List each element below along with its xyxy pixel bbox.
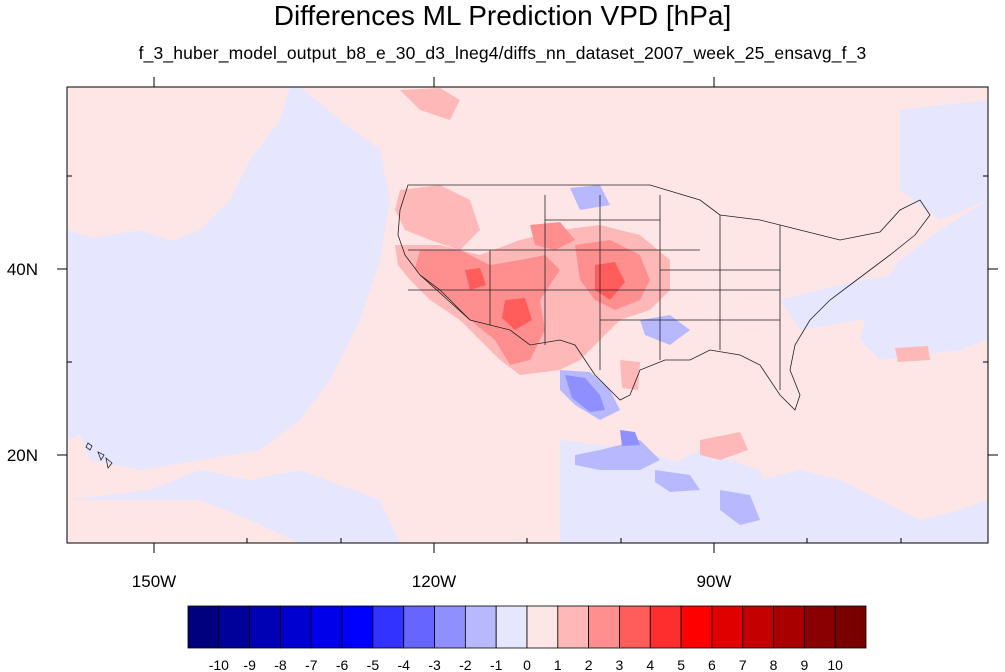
positive-peak-areas: [465, 262, 625, 330]
colorbar-label: -1: [490, 657, 503, 672]
colorbar-label: -10: [209, 657, 229, 672]
colorbar-swatch: [526, 605, 559, 649]
colorbar-label: 8: [770, 657, 778, 672]
colorbar-label: 3: [616, 657, 624, 672]
colorbar-swatch: [280, 605, 312, 649]
colorbar-swatch: [619, 605, 651, 649]
plot-title: Differences ML Prediction VPD [hPa]: [273, 0, 732, 31]
colorbar-swatch: [249, 605, 281, 649]
colorbar-swatch: [187, 605, 220, 649]
axis-labels: 150W 120W 90W 40N 20N: [7, 260, 732, 591]
plot-subtitle: f_3_huber_model_output_b8_e_30_d3_lneg4/…: [138, 43, 867, 63]
colorbar-swatch: [803, 605, 836, 649]
colorbar-swatch: [495, 605, 528, 649]
map-canvas: [67, 87, 988, 543]
colorbar-swatch: [742, 605, 774, 649]
x-tick-label: 150W: [132, 572, 176, 591]
colorbar-label: 0: [523, 657, 531, 672]
colorbar-label: 2: [585, 657, 593, 672]
colorbar-swatch: [834, 605, 867, 649]
colorbar-swatch: [588, 605, 620, 649]
colorbar-label: 9: [800, 657, 808, 672]
colorbar-label: -5: [367, 657, 380, 672]
hawaii-outline: [85, 442, 113, 469]
colorbar-label: 7: [739, 657, 747, 672]
colorbar-swatch: [773, 605, 805, 649]
colorbar-label: -3: [428, 657, 441, 672]
colorbar: -10 -9 -8 -7 -6 -5 -4 -3 -2 -1 0 1 2 3 4 5 6 7 8 9 10: [187, 605, 867, 672]
colorbar-swatch: [218, 605, 251, 649]
boundary-lines: [397, 184, 931, 411]
colorbar-swatch: [403, 605, 435, 649]
colorbar-label: -4: [398, 657, 411, 672]
colorbar-label: -8: [274, 657, 287, 672]
y-tick-label: 20N: [7, 446, 38, 465]
y-tick-label: 40N: [7, 260, 38, 279]
colorbar-swatch: [372, 605, 405, 649]
colorbar-swatch: [557, 605, 590, 649]
colorbar-swatch: [341, 605, 374, 649]
colorbar-swatch: [711, 605, 744, 649]
x-tick-label: 120W: [412, 572, 456, 591]
colorbar-label: -6: [336, 657, 349, 672]
colorbar-swatch: [310, 605, 343, 649]
colorbar-swatch: [434, 605, 466, 649]
colorbar-label: -7: [305, 657, 318, 672]
colorbar-label: -9: [243, 657, 256, 672]
colorbar-label: 1: [554, 657, 562, 672]
colorbar-label: 6: [708, 657, 716, 672]
colorbar-label: 5: [677, 657, 685, 672]
x-tick-label: 90W: [697, 572, 732, 591]
negative-medium-areas: [565, 375, 640, 446]
axis-ticks: [57, 77, 998, 553]
colorbar-swatch: [464, 605, 497, 649]
colorbar-swatch: [649, 605, 682, 649]
colorbar-label: 10: [827, 657, 843, 672]
colorbar-swatch: [680, 605, 713, 649]
colorbar-label: -2: [459, 657, 472, 672]
neutral-blue-areas: [75, 100, 988, 543]
colorbar-label: 4: [646, 657, 654, 672]
